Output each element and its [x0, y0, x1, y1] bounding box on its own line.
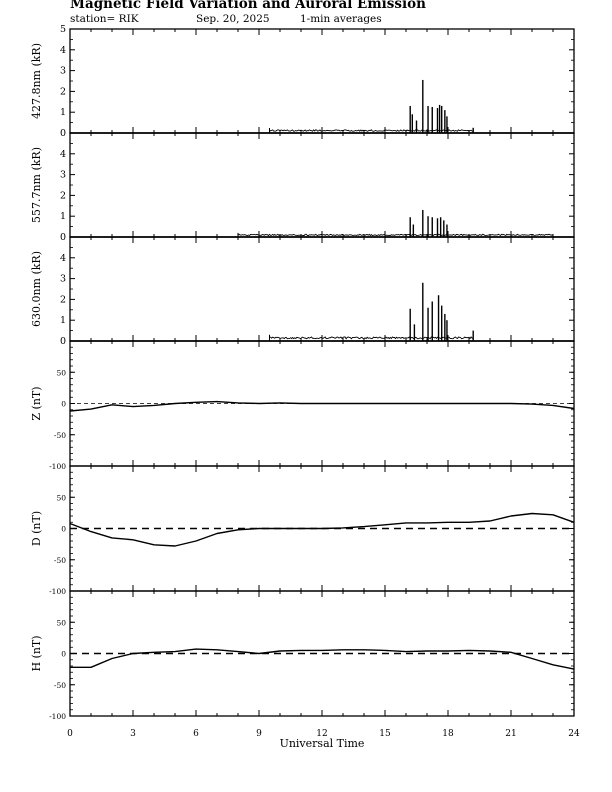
y-tick-label: 2: [60, 294, 66, 305]
x-tick-label: 21: [505, 729, 516, 739]
x-tick-label: 6: [193, 729, 199, 739]
date-label: Sep. 20, 2025: [196, 13, 270, 25]
magnetic-trace: [70, 648, 575, 670]
y-tick-label: -50: [54, 431, 66, 440]
y-tick-label: -50: [54, 556, 66, 565]
y-tick-label: -50: [54, 681, 66, 690]
y-tick-label: 3: [60, 170, 66, 181]
y-tick-label: 1: [60, 315, 66, 326]
panel-4: [69, 340, 575, 467]
y-tick-label: 0: [61, 525, 66, 534]
y-tick-label: 0: [60, 232, 66, 243]
x-tick-label: 12: [316, 729, 327, 739]
panel-1: [69, 28, 575, 134]
magnetic-trace: [69, 400, 575, 412]
emission-trace: [269, 129, 474, 132]
panel-frame: [69, 28, 575, 134]
y-tick-label: 50: [56, 618, 66, 627]
panel-frame: [69, 132, 575, 238]
x-tick-label: 18: [442, 729, 454, 739]
y-tick-label: 50: [56, 368, 66, 377]
y-tick-label: 2: [60, 86, 66, 97]
emission-trace: [269, 336, 474, 340]
y-tick-label: 0: [60, 128, 66, 139]
x-tick-label: 0: [67, 729, 73, 739]
x-tick-label: 3: [130, 729, 136, 739]
y-tick-label: 50: [56, 493, 66, 502]
y-tick-label: -100: [49, 712, 66, 721]
y-tick-label: 4: [60, 253, 66, 264]
y-tick-label: 2: [60, 190, 66, 201]
y-tick-label: 3: [60, 66, 66, 77]
panel-frame: [69, 236, 575, 342]
x-tick-label: 24: [568, 729, 580, 739]
x-tick-label: 9: [256, 729, 262, 739]
x-tick-label: 15: [379, 729, 391, 739]
panel-2: [69, 132, 575, 238]
y-axis-label: 557.7nm (kR): [30, 147, 43, 223]
y-tick-label: 4: [60, 45, 66, 56]
panel-5: [69, 465, 575, 592]
station-label: station= RIK: [70, 13, 139, 25]
y-axis-label: Z (nT): [30, 386, 43, 420]
y-tick-label: 0: [60, 336, 66, 347]
chart-title: Magnetic Field Variation and Auroral Emi…: [70, 0, 426, 12]
y-tick-label: 4: [60, 149, 66, 160]
y-tick-label: -100: [49, 462, 66, 471]
emission-trace: [237, 233, 554, 237]
y-axis-label: 427.8nm (kR): [30, 43, 43, 119]
panel-6: [69, 590, 575, 717]
y-axis-label: D (nT): [30, 511, 43, 546]
y-axis-label: H (nT): [30, 635, 43, 671]
y-tick-label: 1: [60, 211, 66, 222]
y-tick-label: 5: [60, 24, 66, 35]
panel-3: [69, 236, 575, 342]
averaging-label: 1-min averages: [300, 13, 382, 25]
y-tick-label: -100: [49, 587, 66, 596]
y-tick-label: 3: [60, 274, 66, 285]
y-tick-label: 0: [61, 400, 66, 409]
x-axis-label: Universal Time: [280, 737, 365, 750]
magnetic-trace: [69, 512, 575, 547]
y-tick-label: 0: [61, 650, 66, 659]
y-tick-label: 1: [60, 107, 66, 118]
y-axis-label: 630.0nm (kR): [30, 251, 43, 327]
